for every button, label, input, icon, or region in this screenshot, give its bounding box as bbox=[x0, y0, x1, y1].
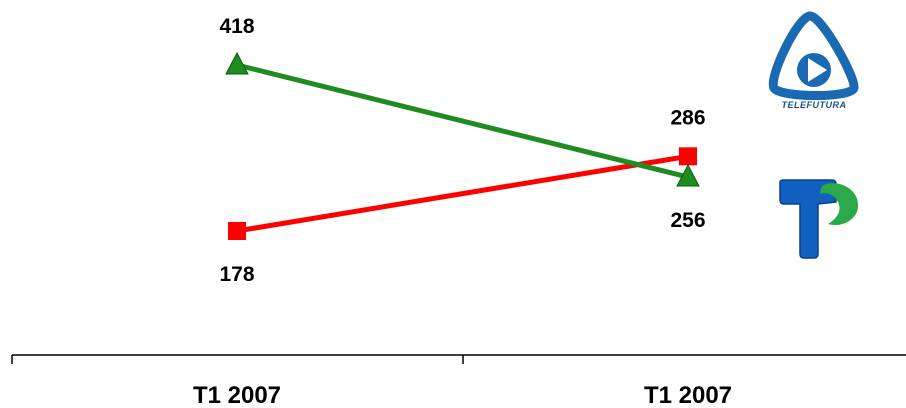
x-tick-label: T1 2007 bbox=[193, 382, 281, 408]
x-tick-label: T1 2007 bbox=[644, 382, 732, 408]
data-label: 256 bbox=[670, 209, 705, 232]
series-layer: 178 286 418 256 bbox=[219, 15, 705, 286]
telemundo-logo bbox=[779, 179, 859, 259]
telemundo-t-icon bbox=[779, 179, 837, 259]
play-icon bbox=[808, 58, 827, 82]
data-label: 286 bbox=[670, 106, 705, 129]
data-point-square bbox=[228, 222, 246, 240]
telefutura-logo: TELEFUTURA bbox=[768, 11, 859, 110]
series-line bbox=[234, 153, 691, 234]
data-label: 418 bbox=[219, 15, 254, 38]
data-point-square bbox=[679, 147, 697, 166]
telefutura-logo-text: TELEFUTURA bbox=[782, 100, 847, 110]
data-point-triangle bbox=[225, 51, 249, 75]
x-axis: T1 2007 T1 2007 bbox=[11, 354, 906, 408]
telemundo-swoosh-icon bbox=[820, 183, 859, 226]
series-line bbox=[234, 62, 691, 180]
data-label: 178 bbox=[219, 263, 254, 286]
data-point-triangle bbox=[676, 163, 700, 187]
